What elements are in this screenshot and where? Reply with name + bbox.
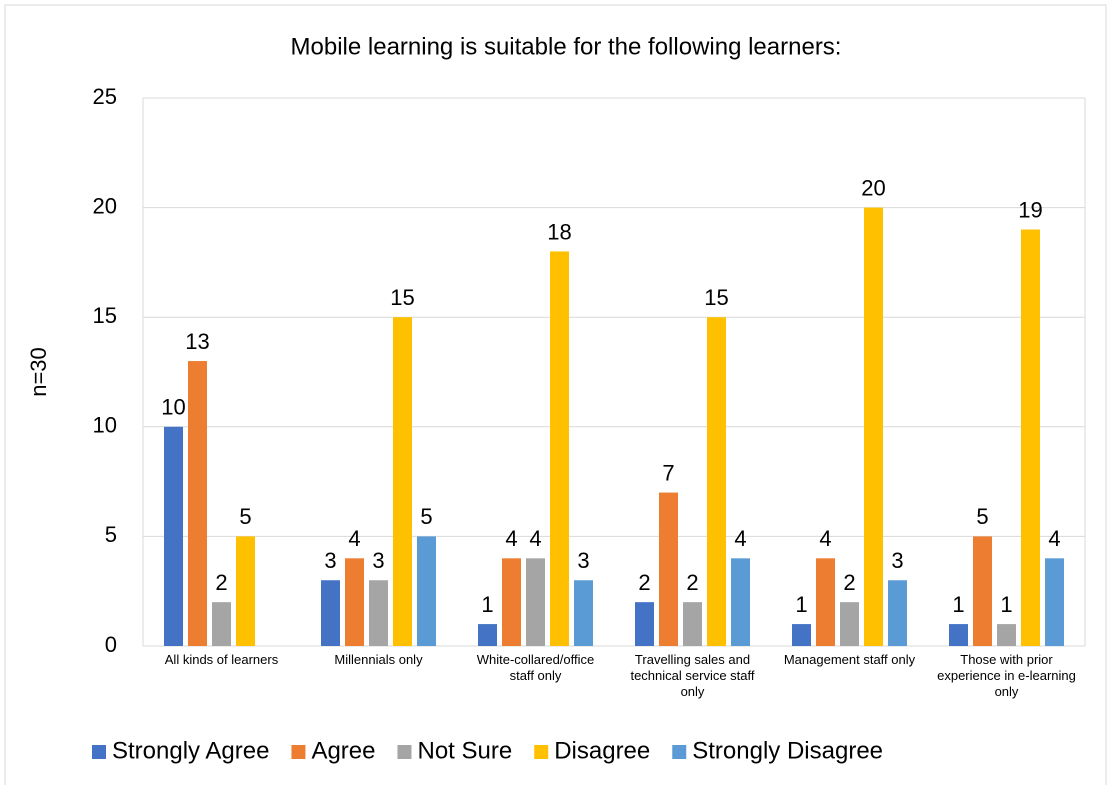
legend-label: Disagree xyxy=(554,737,650,764)
data-label: 1 xyxy=(481,592,493,617)
x-tick-label: Travelling sales and technical service s… xyxy=(630,652,755,699)
data-label: 13 xyxy=(185,329,209,354)
y-tick-label: 20 xyxy=(93,193,117,218)
data-label: 3 xyxy=(324,548,336,573)
bar xyxy=(792,624,811,646)
bar xyxy=(888,580,907,646)
bar xyxy=(1045,558,1064,646)
bar xyxy=(997,624,1016,646)
bar xyxy=(1021,229,1040,646)
bar xyxy=(393,317,412,646)
bar xyxy=(731,558,750,646)
bar xyxy=(164,426,183,646)
data-label: 3 xyxy=(577,548,589,573)
data-label: 4 xyxy=(348,526,360,551)
legend-label: Not Sure xyxy=(417,737,512,764)
x-tick-label: All kinds of learners xyxy=(164,652,279,667)
legend-label: Strongly Disagree xyxy=(692,737,883,764)
bar xyxy=(973,536,992,646)
bar xyxy=(502,558,521,646)
bar xyxy=(707,317,726,646)
y-tick-label: 25 xyxy=(93,84,117,109)
data-label: 15 xyxy=(390,285,414,310)
data-label: 3 xyxy=(372,548,384,573)
data-label: 5 xyxy=(239,504,251,529)
data-label: 7 xyxy=(662,460,674,485)
legend-swatch xyxy=(397,745,412,759)
bar xyxy=(526,558,545,646)
bar xyxy=(478,624,497,646)
bar xyxy=(188,361,207,646)
bar xyxy=(683,602,702,646)
bar xyxy=(864,207,883,646)
x-tick-label: Management staff only xyxy=(783,652,916,667)
x-tick-label: Millennials only xyxy=(334,652,423,667)
data-label: 4 xyxy=(734,526,746,551)
bar xyxy=(816,558,835,646)
bar xyxy=(345,558,364,646)
data-label: 10 xyxy=(161,395,185,420)
data-label: 5 xyxy=(976,504,988,529)
y-tick-label: 0 xyxy=(105,632,117,657)
y-tick-label: 15 xyxy=(93,303,117,328)
x-tick-label: Those with prior experience in e-learnin… xyxy=(937,652,1076,699)
bar xyxy=(550,251,569,646)
legend-swatch xyxy=(291,745,306,759)
legend-label: Strongly Agree xyxy=(112,737,269,764)
bar xyxy=(321,580,340,646)
bar xyxy=(212,602,231,646)
chart-frame xyxy=(4,4,1107,785)
legend-swatch xyxy=(92,745,106,759)
bar xyxy=(236,536,255,646)
bar xyxy=(635,602,654,646)
data-label: 2 xyxy=(215,570,227,595)
data-label: 18 xyxy=(547,219,571,244)
y-tick-label: 5 xyxy=(105,522,117,547)
bar xyxy=(949,624,968,646)
data-label: 19 xyxy=(1018,197,1042,222)
data-label: 2 xyxy=(843,570,855,595)
data-label: 4 xyxy=(819,526,831,551)
data-label: 1 xyxy=(952,592,964,617)
data-label: 20 xyxy=(861,175,885,200)
data-label: 4 xyxy=(505,526,517,551)
data-label: 4 xyxy=(1048,526,1060,551)
legend-swatch xyxy=(672,745,687,759)
bar xyxy=(369,580,388,646)
chart-title: Mobile learning is suitable for the foll… xyxy=(291,33,842,60)
y-axis-label: n=30 xyxy=(26,347,51,397)
data-label: 2 xyxy=(686,570,698,595)
bar xyxy=(574,580,593,646)
data-label: 1 xyxy=(1000,592,1012,617)
legend-swatch xyxy=(534,745,549,759)
data-label: 1 xyxy=(795,592,807,617)
x-tick-label: White-collared/office staff only xyxy=(476,652,595,683)
data-label: 2 xyxy=(638,570,650,595)
data-label: 3 xyxy=(891,548,903,573)
data-label: 5 xyxy=(420,504,432,529)
bar xyxy=(840,602,859,646)
data-label: 4 xyxy=(529,526,541,551)
legend-label: Agree xyxy=(311,737,375,764)
bar xyxy=(417,536,436,646)
data-label: 15 xyxy=(704,285,728,310)
y-tick-label: 10 xyxy=(93,413,117,438)
bar xyxy=(659,492,678,646)
